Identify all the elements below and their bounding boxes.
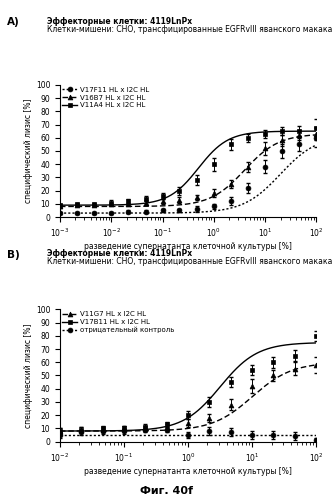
Text: Эффекторные клетки: 4119LnPx: Эффекторные клетки: 4119LnPx (47, 250, 192, 258)
Text: Фиг. 40f: Фиг. 40f (140, 486, 193, 496)
Text: Клетки-мишени: CHO, трансфицированные EGFRvIII яванского макака: Клетки-мишени: CHO, трансфицированные EG… (47, 257, 332, 266)
Legend: V17F11 HL x I2C HL, V16B7 HL x I2C HL, V11A4 HL x I2C HL: V17F11 HL x I2C HL, V16B7 HL x I2C HL, V… (62, 87, 149, 108)
Y-axis label: специфический лизис [%]: специфический лизис [%] (24, 323, 33, 428)
Text: A): A) (7, 17, 19, 27)
Text: B): B) (7, 250, 19, 259)
X-axis label: разведение супернатанта клеточной культуры [%]: разведение супернатанта клеточной культу… (84, 467, 292, 476)
Legend: V11G7 HL x I2C HL, V17B11 HL x I2C HL, отрицательный контроль: V11G7 HL x I2C HL, V17B11 HL x I2C HL, о… (62, 311, 174, 333)
Y-axis label: специфический лизис [%]: специфический лизис [%] (24, 99, 33, 203)
Text: Эффекторные клетки: 4119LnPx: Эффекторные клетки: 4119LnPx (47, 17, 192, 26)
X-axis label: разведение супернатанта клеточной культуры [%]: разведение супернатанта клеточной культу… (84, 242, 292, 251)
Text: Клетки-мишени: CHO, трансфицированные EGFRvIII яванского макака: Клетки-мишени: CHO, трансфицированные EG… (47, 25, 332, 34)
